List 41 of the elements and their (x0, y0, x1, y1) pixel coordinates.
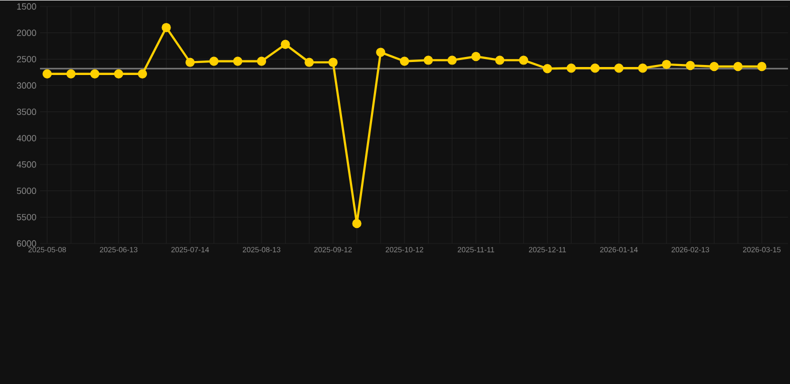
point (138, 69, 148, 78)
y-tick-label: 3000 (16, 82, 36, 88)
y-tick-label: 2500 (16, 56, 36, 62)
point (162, 22, 171, 32)
point (471, 52, 481, 61)
point (590, 63, 600, 72)
point (686, 60, 695, 70)
y-tick-label: 5000 (16, 187, 36, 194)
y-tick-label: 3500 (16, 108, 36, 115)
point (209, 56, 218, 66)
point (256, 56, 266, 66)
point (733, 62, 743, 71)
y-tick-label: 4500 (16, 161, 36, 168)
point (542, 64, 552, 73)
y-tick-label: 1500 (17, 3, 36, 10)
point (185, 57, 195, 67)
point (518, 55, 528, 65)
y-tick-label: 6000 (16, 240, 36, 246)
point (328, 57, 338, 67)
point (638, 63, 648, 72)
point (710, 62, 719, 71)
point (614, 63, 624, 72)
point (280, 40, 290, 49)
y-tick-label: 2000 (16, 29, 36, 36)
point (90, 69, 100, 78)
point (66, 69, 76, 78)
point (352, 218, 362, 228)
point (424, 55, 433, 65)
point (400, 56, 410, 66)
point (304, 57, 314, 67)
point (495, 55, 504, 65)
point (42, 69, 52, 78)
point (448, 55, 457, 65)
point (376, 47, 386, 57)
y-tick-label: 4000 (16, 134, 36, 142)
point (662, 60, 672, 69)
point (566, 63, 576, 72)
y-tick-label: 5500 (16, 214, 36, 220)
point (233, 56, 242, 66)
point (114, 69, 124, 78)
point (757, 62, 766, 71)
